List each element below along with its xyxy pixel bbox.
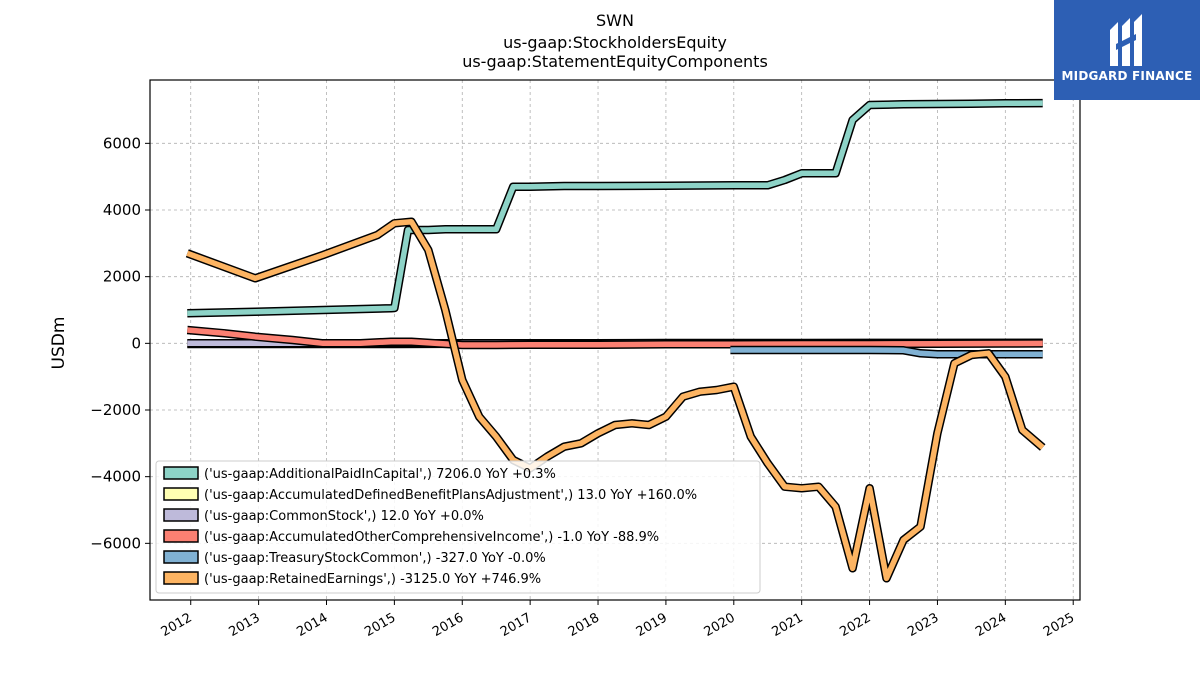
legend-label: ('us-gaap:CommonStock',) 12.0 YoY +0.0% — [204, 509, 484, 524]
series-outline-0 — [187, 98, 1043, 318]
x-tick-label: 2023 — [905, 610, 941, 640]
x-tick-label: 2017 — [498, 610, 534, 640]
legend-label: ('us-gaap:RetainedEarnings',) -3125.0 Yo… — [204, 572, 541, 587]
series-layer — [185, 98, 1046, 583]
legend-swatch — [163, 466, 199, 480]
y-axis-label: USDm — [49, 317, 69, 370]
x-tick-label: 2020 — [702, 610, 738, 640]
x-tick-label: 2016 — [430, 610, 466, 640]
series-line-5 — [186, 218, 1045, 582]
x-tick-label: 2014 — [294, 610, 330, 640]
x-tick-label: 2012 — [159, 610, 195, 640]
x-tick-label: 2021 — [770, 610, 806, 640]
series-line-0 — [187, 100, 1043, 317]
legend-label: ('us-gaap:TreasuryStockCommon',) -327.0 … — [204, 551, 546, 566]
y-tick-label: 0 — [131, 334, 141, 352]
y-tick-label: 6000 — [103, 134, 141, 152]
brand-name: MIDGARD FINANCE — [1061, 69, 1193, 83]
legend-label: ('us-gaap:AccumulatedDefinedBenefitPlans… — [204, 488, 697, 503]
y-tick-label: −6000 — [90, 534, 141, 552]
legend-box — [155, 460, 761, 594]
x-tick-label: 2024 — [973, 610, 1009, 640]
legend: ('us-gaap:AdditionalPaidInCapital',) 720… — [155, 460, 761, 594]
x-tick-label: 2015 — [362, 610, 398, 640]
legend-swatch — [163, 571, 199, 585]
y-tick-label: −2000 — [90, 401, 141, 419]
brand-mark-icon — [1110, 14, 1142, 66]
x-tick-label: 2022 — [837, 610, 873, 640]
chart-title-line-1: SWN — [596, 11, 634, 30]
x-tick-label: 2013 — [226, 610, 262, 640]
legend-swatch — [163, 529, 199, 543]
chart-title-line-3: us-gaap:StatementEquityComponents — [462, 52, 768, 71]
y-tick-label: 2000 — [103, 268, 141, 286]
y-tick-label: 4000 — [103, 201, 141, 219]
x-tick-label: 2025 — [1041, 610, 1077, 640]
plot-frame — [149, 79, 1081, 601]
chart-title-line-2: us-gaap:StockholdersEquity — [503, 33, 727, 52]
brand-logo: MIDGARD FINANCE — [1054, 0, 1200, 100]
y-tick-label: −4000 — [90, 468, 141, 486]
legend-swatch — [163, 487, 199, 501]
legend-swatch — [163, 550, 199, 564]
legend-label: ('us-gaap:AccumulatedOtherComprehensiveI… — [204, 530, 659, 545]
series-line-3 — [187, 327, 1043, 348]
x-tick-label: 2018 — [566, 610, 602, 640]
x-tick-label: 2019 — [634, 610, 670, 640]
legend-label: ('us-gaap:AdditionalPaidInCapital',) 720… — [204, 467, 556, 482]
legend-swatch — [163, 508, 199, 522]
